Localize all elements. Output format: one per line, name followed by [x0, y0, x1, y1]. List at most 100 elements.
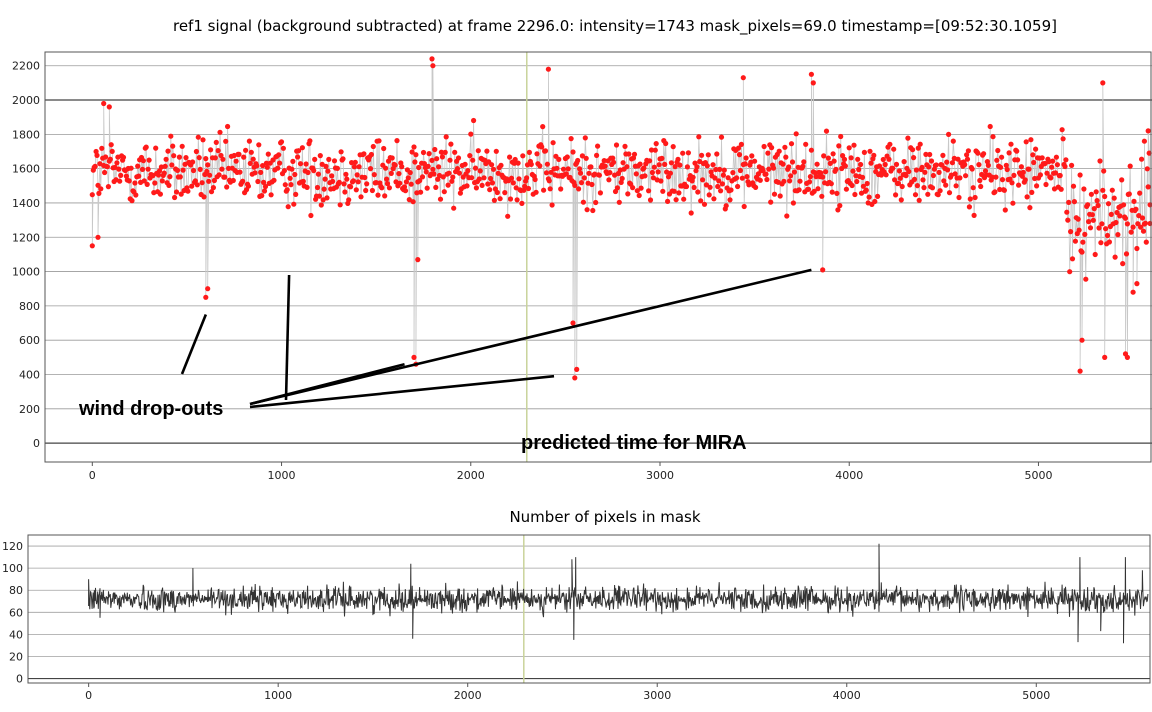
- signal-point: [742, 161, 748, 167]
- signal-point: [1008, 141, 1014, 147]
- signal-point: [1088, 191, 1094, 197]
- signal-point: [261, 179, 267, 185]
- signal-point: [739, 175, 745, 181]
- signal-point: [307, 138, 313, 144]
- signal-point: [179, 143, 185, 149]
- signal-point: [624, 164, 630, 170]
- signal-point: [337, 202, 343, 208]
- signal-point: [572, 375, 578, 381]
- signal-point: [652, 147, 658, 153]
- signal-point: [994, 157, 1000, 163]
- signal-point: [920, 177, 926, 183]
- signal-point: [1020, 169, 1026, 175]
- signal-point: [405, 175, 411, 181]
- signal-point: [899, 183, 905, 190]
- signal-point: [836, 143, 842, 149]
- signal-point: [589, 181, 595, 188]
- signal-point: [868, 160, 874, 166]
- signal-point: [116, 166, 122, 172]
- signal-point: [485, 181, 491, 187]
- signal-point: [423, 169, 429, 175]
- signal-point: [788, 173, 794, 179]
- signal-point: [1029, 189, 1035, 195]
- signal-point: [916, 197, 922, 203]
- y-tick-label: 20: [9, 650, 23, 663]
- signal-point: [1097, 158, 1103, 164]
- signal-point: [351, 164, 357, 170]
- signal-point: [895, 180, 902, 186]
- signal-point: [737, 167, 744, 174]
- signal-point: [1048, 175, 1054, 181]
- signal-point: [1031, 159, 1037, 166]
- signal-point: [185, 188, 191, 194]
- signal-point: [528, 161, 534, 167]
- signal-point: [462, 161, 468, 167]
- signal-point: [289, 166, 295, 172]
- signal-point: [200, 137, 206, 143]
- signal-point: [784, 213, 790, 219]
- signal-point: [684, 164, 691, 170]
- signal-point: [445, 182, 451, 188]
- signal-point: [1015, 157, 1021, 163]
- signal-point: [694, 164, 700, 170]
- signal-point: [956, 194, 962, 201]
- signal-point: [190, 167, 197, 174]
- signal-point: [409, 149, 415, 155]
- signal-point: [89, 243, 95, 249]
- signal-point: [647, 197, 654, 203]
- signal-point: [452, 149, 458, 155]
- signal-point: [415, 257, 421, 263]
- signal-point: [823, 128, 830, 134]
- signal-point: [861, 149, 868, 155]
- signal-point: [407, 170, 413, 176]
- signal-point: [1108, 211, 1114, 217]
- signal-point: [508, 175, 515, 181]
- signal-point: [1102, 193, 1108, 200]
- x-tick-label: 2000: [457, 469, 485, 482]
- signal-point: [1062, 163, 1068, 170]
- signal-point: [1071, 199, 1077, 205]
- signal-point: [576, 186, 582, 192]
- signal-point: [141, 178, 147, 184]
- signal-point: [325, 168, 331, 174]
- signal-point: [815, 186, 821, 192]
- signal-point: [278, 139, 285, 145]
- signal-point: [223, 138, 229, 144]
- signal-point: [1002, 207, 1008, 213]
- signal-point: [532, 176, 538, 183]
- signal-point: [655, 169, 661, 175]
- signal-point: [216, 172, 222, 178]
- signal-point: [1044, 170, 1050, 176]
- signal-point: [928, 158, 935, 164]
- signal-point: [108, 142, 114, 148]
- signal-point: [990, 134, 996, 140]
- signal-point: [293, 191, 299, 197]
- signal-point: [1113, 219, 1119, 226]
- signal-point: [1087, 225, 1094, 231]
- signal-point: [711, 196, 717, 202]
- y-tick-label: 1400: [12, 197, 40, 210]
- signal-point: [338, 149, 344, 155]
- signal-point: [95, 182, 101, 188]
- signal-point: [641, 165, 647, 171]
- signal-point: [581, 175, 587, 181]
- signal-point: [343, 171, 349, 177]
- signal-point: [117, 178, 123, 184]
- signal-point: [856, 166, 862, 173]
- signal-point: [946, 131, 952, 137]
- signal-point: [680, 150, 686, 156]
- signal-point: [927, 151, 933, 158]
- signal-point: [790, 200, 797, 206]
- signal-point: [769, 145, 775, 151]
- signal-point: [1049, 164, 1055, 170]
- signal-point: [424, 185, 430, 191]
- signal-point: [241, 154, 247, 160]
- signal-point: [882, 161, 888, 168]
- signal-point: [447, 157, 453, 163]
- signal-point: [1079, 337, 1085, 343]
- signal-point: [258, 169, 264, 175]
- signal-point: [534, 151, 540, 157]
- signal-point: [439, 154, 445, 160]
- signal-point: [210, 185, 216, 191]
- signal-point: [354, 172, 360, 178]
